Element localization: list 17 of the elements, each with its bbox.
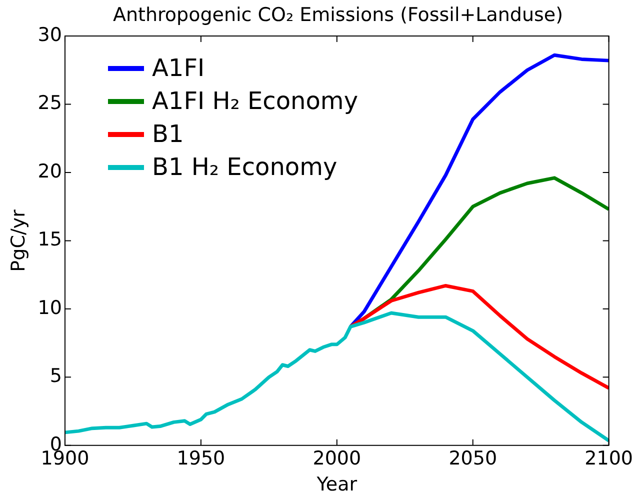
x-axis-title: Year xyxy=(316,474,358,496)
y-axis-title: PgC/yr xyxy=(7,209,30,272)
legend-label: A1FI H₂ Economy xyxy=(152,86,358,117)
legend-label: A1FI xyxy=(152,53,205,84)
legend-label: B1 H₂ Economy xyxy=(152,152,338,183)
y-tick-label: 15 xyxy=(38,228,62,251)
legend-label: B1 xyxy=(152,119,184,150)
x-tick-label: 2100 xyxy=(584,448,634,470)
x-tick-label: 2050 xyxy=(448,448,498,470)
y-tick-label: 5 xyxy=(50,365,62,388)
y-tick-label: 30 xyxy=(38,24,62,46)
y-tick-label: 25 xyxy=(38,92,62,114)
chart-title: Anthropogenic CO₂ Emissions (Fossil+Landuse) xyxy=(112,4,564,26)
x-tick-label: 2000 xyxy=(312,448,362,470)
x-tick-label: 1950 xyxy=(176,448,226,470)
y-tick-label: 10 xyxy=(38,296,62,319)
y-tick-label: 20 xyxy=(38,160,62,182)
